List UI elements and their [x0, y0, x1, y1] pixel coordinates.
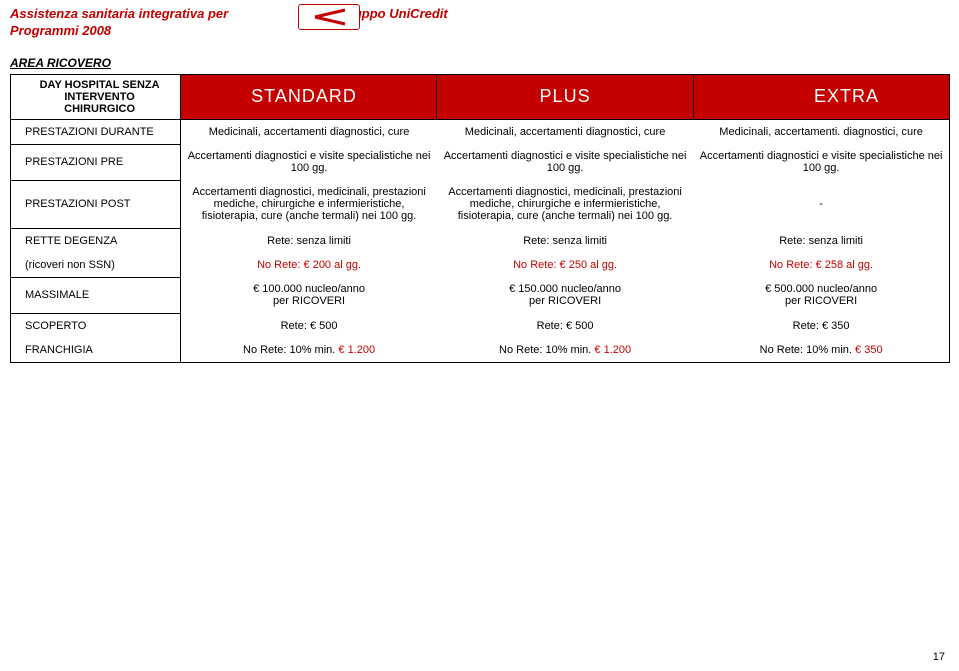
scoperto-extra: Rete: € 350: [693, 313, 949, 338]
row-label-durante: PRESTAZIONI DURANTE: [11, 119, 181, 144]
plan-header-standard: STANDARD: [181, 74, 437, 119]
row-label-massimale: MASSIMALE: [11, 277, 181, 313]
post-extra: -: [693, 180, 949, 228]
rette-standard: Rete: senza limiti: [181, 228, 437, 253]
massimale-plus-l1: € 150.000 nucleo/anno: [509, 283, 621, 295]
row-label-scoperto: SCOPERTO: [11, 313, 181, 338]
scoperto-standard: Rete: € 500: [181, 313, 437, 338]
section-title-l3: CHIRURGICO: [25, 103, 174, 115]
massimale-standard: € 100.000 nucleo/anno per RICOVERI: [181, 277, 437, 313]
massimale-extra: € 500.000 nucleo/anno per RICOVERI: [693, 277, 949, 313]
logo-arrow-icon: [309, 8, 349, 26]
rette-extra: Rete: senza limiti: [693, 228, 949, 253]
massimale-standard-l2: per RICOVERI: [273, 295, 345, 307]
ricoveri-standard-val: No Rete: € 200 al gg.: [257, 259, 361, 271]
durante-extra: Medicinali, accertamenti. diagnostici, c…: [693, 119, 949, 144]
durante-standard: Medicinali, accertamenti diagnostici, cu…: [181, 119, 437, 144]
franchigia-plus-b: € 1.200: [594, 344, 631, 356]
franchigia-plus-a: No Rete: 10% min.: [499, 344, 591, 356]
massimale-plus-l2: per RICOVERI: [529, 295, 601, 307]
section-title-l1: DAY HOSPITAL SENZA: [25, 79, 174, 91]
franchigia-standard-b: € 1.200: [338, 344, 375, 356]
massimale-plus: € 150.000 nucleo/anno per RICOVERI: [437, 277, 693, 313]
franchigia-extra: No Rete: 10% min. € 350: [693, 338, 949, 363]
header-title: Assistenza sanitaria integrativa per e d…: [0, 0, 959, 23]
ricoveri-plus: No Rete: € 250 al gg.: [437, 253, 693, 278]
row-label-pre: PRESTAZIONI PRE: [11, 144, 181, 180]
franchigia-plus: No Rete: 10% min. € 1.200: [437, 338, 693, 363]
section-title-l2: INTERVENTO: [25, 91, 174, 103]
franchigia-standard-a: No Rete: 10% min.: [243, 344, 335, 356]
logo: [298, 4, 360, 30]
franchigia-extra-b: € 350: [855, 344, 883, 356]
header-subtitle: Programmi 2008: [0, 23, 959, 38]
massimale-extra-l2: per RICOVERI: [785, 295, 857, 307]
header-title-pre: Assistenza sanitaria integrativa per: [10, 6, 228, 21]
ricoveri-plus-val: No Rete: € 250 al gg.: [513, 259, 617, 271]
durante-plus: Medicinali, accertamenti diagnostici, cu…: [437, 119, 693, 144]
massimale-standard-l1: € 100.000 nucleo/anno: [253, 283, 365, 295]
franchigia-standard: No Rete: 10% min. € 1.200: [181, 338, 437, 363]
post-standard: Accertamenti diagnostici, medicinali, pr…: [181, 180, 437, 228]
massimale-extra-l1: € 500.000 nucleo/anno: [765, 283, 877, 295]
plan-header-plus: PLUS: [437, 74, 693, 119]
coverage-table: DAY HOSPITAL SENZA INTERVENTO CHIRURGICO…: [10, 74, 950, 363]
plan-header-extra: EXTRA: [693, 74, 949, 119]
row-label-rette: RETTE DEGENZA: [11, 228, 181, 253]
pre-standard: Accertamenti diagnostici e visite specia…: [181, 144, 437, 180]
pre-extra: Accertamenti diagnostici e visite specia…: [693, 144, 949, 180]
post-plus: Accertamenti diagnostici, medicinali, pr…: [437, 180, 693, 228]
row-label-franchigia: FRANCHIGIA: [11, 338, 181, 363]
area-title: AREA RICOVERO: [0, 38, 959, 74]
rette-plus: Rete: senza limiti: [437, 228, 693, 253]
ricoveri-extra-val: No Rete: € 258 al gg.: [769, 259, 873, 271]
section-title: DAY HOSPITAL SENZA INTERVENTO CHIRURGICO: [11, 74, 181, 119]
row-label-post: PRESTAZIONI POST: [11, 180, 181, 228]
pre-plus: Accertamenti diagnostici e visite specia…: [437, 144, 693, 180]
franchigia-extra-a: No Rete: 10% min.: [760, 344, 852, 356]
scoperto-plus: Rete: € 500: [437, 313, 693, 338]
ricoveri-extra: No Rete: € 258 al gg.: [693, 253, 949, 278]
row-label-ricoveri: (ricoveri non SSN): [11, 253, 181, 278]
page-number: 17: [933, 651, 945, 663]
ricoveri-standard: No Rete: € 200 al gg.: [181, 253, 437, 278]
